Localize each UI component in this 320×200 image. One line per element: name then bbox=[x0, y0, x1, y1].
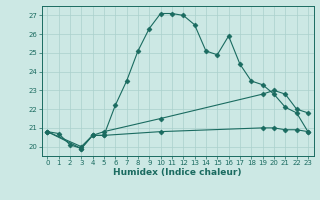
X-axis label: Humidex (Indice chaleur): Humidex (Indice chaleur) bbox=[113, 168, 242, 177]
